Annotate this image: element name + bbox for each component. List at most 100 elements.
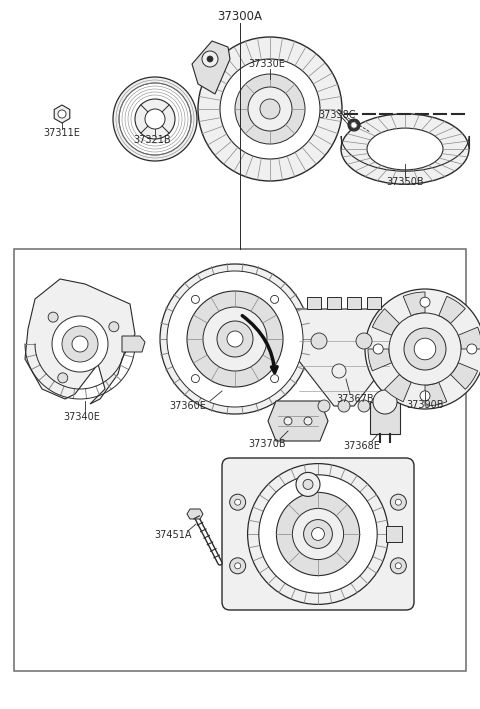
Text: 37350B: 37350B [386, 177, 424, 187]
Circle shape [248, 87, 292, 131]
Text: 37370B: 37370B [248, 439, 286, 449]
Wedge shape [450, 363, 478, 389]
Circle shape [358, 400, 370, 412]
Circle shape [271, 374, 278, 383]
Circle shape [390, 558, 407, 574]
Wedge shape [384, 374, 411, 402]
Wedge shape [458, 327, 480, 349]
Circle shape [198, 37, 342, 181]
Polygon shape [122, 336, 145, 352]
Circle shape [390, 494, 407, 510]
Circle shape [284, 417, 292, 425]
Circle shape [420, 297, 430, 307]
Text: 37360E: 37360E [169, 401, 206, 411]
Circle shape [303, 479, 313, 489]
Text: 37390B: 37390B [406, 400, 444, 410]
Circle shape [396, 499, 401, 506]
Text: 37321B: 37321B [133, 135, 171, 145]
Circle shape [338, 400, 350, 412]
Circle shape [304, 417, 312, 425]
Polygon shape [386, 526, 402, 542]
Circle shape [48, 312, 58, 322]
Ellipse shape [367, 128, 443, 170]
Circle shape [58, 110, 66, 118]
Circle shape [235, 74, 305, 144]
Circle shape [72, 336, 88, 352]
Text: 37311E: 37311E [44, 128, 81, 138]
Circle shape [389, 313, 461, 385]
Circle shape [135, 99, 175, 139]
Polygon shape [192, 41, 230, 94]
Circle shape [356, 333, 372, 349]
Circle shape [109, 322, 119, 332]
Circle shape [52, 316, 108, 372]
Circle shape [207, 56, 213, 62]
Polygon shape [307, 297, 321, 309]
Circle shape [160, 264, 310, 414]
Circle shape [119, 83, 191, 155]
Circle shape [167, 271, 303, 407]
Circle shape [467, 344, 477, 354]
Circle shape [235, 563, 240, 569]
Circle shape [62, 326, 98, 362]
Circle shape [296, 472, 320, 496]
Text: 37338C: 37338C [318, 110, 356, 120]
Circle shape [113, 77, 197, 161]
Wedge shape [372, 308, 399, 335]
Circle shape [227, 331, 243, 347]
Circle shape [192, 374, 199, 383]
Circle shape [365, 289, 480, 409]
Circle shape [332, 364, 346, 378]
Circle shape [192, 296, 199, 303]
Polygon shape [54, 105, 70, 123]
Text: 37367B: 37367B [336, 394, 374, 404]
Polygon shape [370, 402, 400, 434]
Polygon shape [25, 279, 135, 404]
Circle shape [373, 344, 383, 354]
Text: 37368E: 37368E [344, 441, 381, 451]
Circle shape [318, 400, 330, 412]
Circle shape [414, 338, 436, 359]
Circle shape [203, 307, 267, 371]
Circle shape [292, 508, 344, 559]
Circle shape [229, 494, 246, 510]
Circle shape [420, 391, 430, 401]
Circle shape [304, 520, 332, 548]
Circle shape [202, 51, 218, 67]
Circle shape [220, 59, 320, 159]
Circle shape [396, 563, 401, 569]
Text: 37300A: 37300A [217, 9, 263, 23]
Polygon shape [327, 297, 341, 309]
Circle shape [229, 558, 246, 574]
FancyBboxPatch shape [222, 458, 414, 610]
Circle shape [58, 373, 68, 383]
Ellipse shape [341, 114, 469, 184]
Circle shape [276, 492, 360, 576]
Circle shape [260, 99, 280, 119]
Text: 37340E: 37340E [63, 412, 100, 422]
Circle shape [312, 527, 324, 540]
Text: 37330E: 37330E [249, 59, 286, 69]
Circle shape [259, 475, 377, 593]
Polygon shape [187, 509, 203, 519]
Circle shape [187, 291, 283, 387]
Circle shape [145, 109, 165, 129]
FancyBboxPatch shape [14, 249, 466, 671]
Wedge shape [439, 296, 465, 323]
Circle shape [373, 390, 397, 414]
Circle shape [311, 333, 327, 349]
Wedge shape [368, 349, 392, 371]
Circle shape [348, 119, 360, 131]
Polygon shape [367, 297, 381, 309]
Polygon shape [268, 401, 328, 441]
Circle shape [217, 321, 253, 357]
Text: 37451A: 37451A [154, 530, 192, 540]
Circle shape [235, 499, 240, 506]
Circle shape [271, 296, 278, 303]
Circle shape [351, 122, 357, 128]
Polygon shape [347, 297, 361, 309]
Polygon shape [292, 309, 396, 406]
Circle shape [404, 328, 446, 370]
Wedge shape [403, 292, 425, 316]
Circle shape [248, 464, 388, 604]
